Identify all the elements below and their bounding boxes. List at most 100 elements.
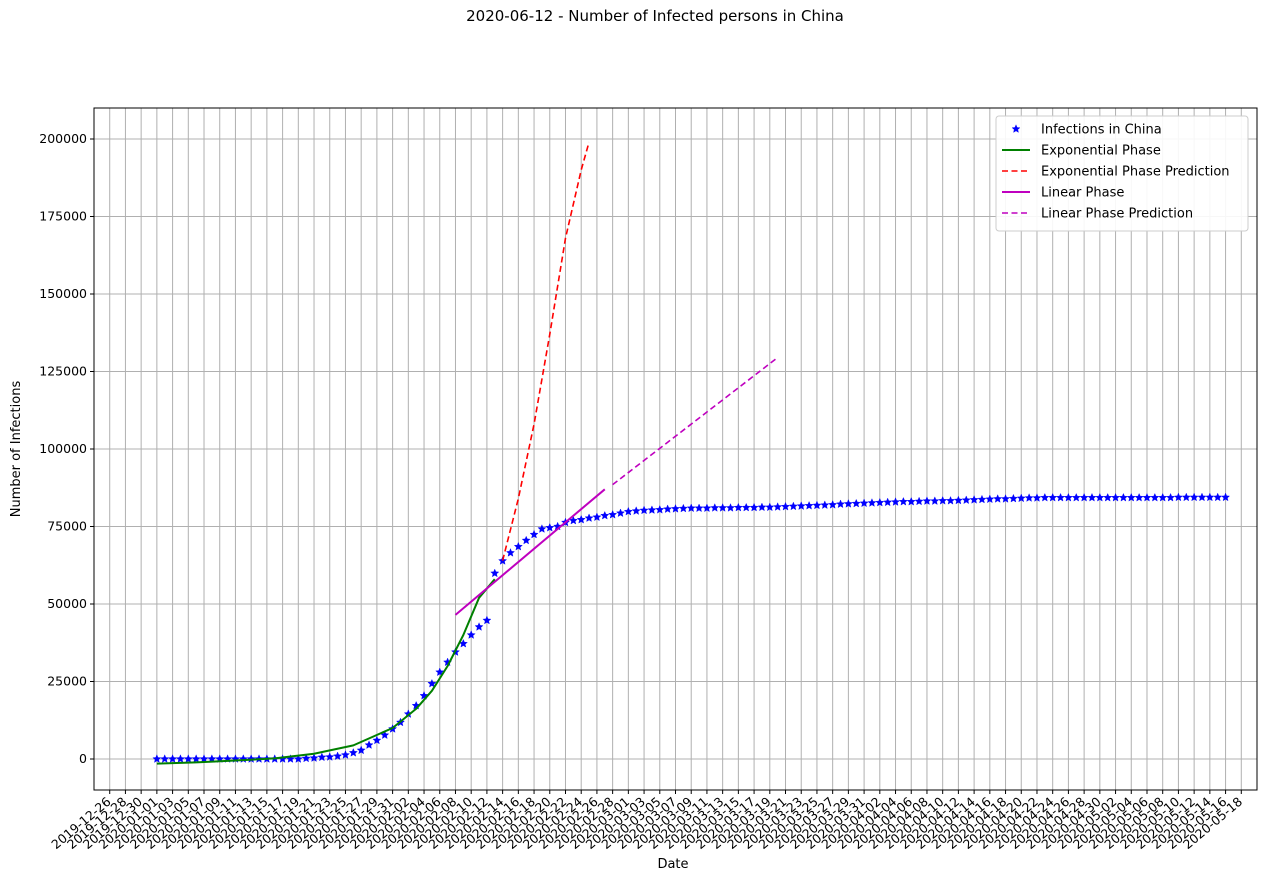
data-point [505,548,515,557]
data-point [1040,492,1050,502]
data-point [1221,492,1231,502]
data-point [160,754,170,763]
x-axis-title: Date [657,857,688,872]
data-point [175,754,185,763]
data-point [741,502,751,512]
data-point [1008,493,1018,503]
data-point [702,503,712,513]
chart-title: 2020-06-12 - Number of Infected persons … [466,7,844,25]
series-line-2 [501,141,590,561]
data-point [1189,492,1199,502]
data-point [1048,492,1058,502]
data-point [466,630,476,639]
data-point [1118,492,1128,502]
legend-label: Linear Phase [1041,186,1124,201]
data-point [938,496,948,505]
data-point [985,494,995,504]
data-point [1087,492,1097,502]
data-point [875,497,885,507]
data-point [1103,492,1113,502]
data-point [773,502,783,511]
data-point [694,503,704,513]
legend-box [995,115,1249,232]
data-point [584,513,594,522]
data-point [1063,492,1073,502]
y-tick-label: 25000 [47,674,87,689]
y-tick-label: 200000 [39,131,87,146]
y-tick-label: 0 [79,751,87,766]
data-point [152,754,162,763]
data-point [1016,493,1026,503]
data-point [545,523,555,532]
data-point [781,501,791,511]
data-point [757,502,767,512]
data-point [301,753,311,763]
data-point [348,748,358,757]
data-point [671,504,680,513]
legend-marker [1011,124,1021,133]
data-point [623,506,633,516]
data-point [576,514,586,524]
data-point [592,512,602,522]
data-point [836,499,846,509]
data-point [930,496,940,505]
data-point [1126,492,1136,502]
data-point [616,508,625,517]
data-point [726,503,735,512]
y-tick-label: 125000 [39,364,87,379]
data-point [883,497,893,507]
data-point [891,497,901,506]
data-point [293,754,303,763]
data-point [1024,493,1034,502]
data-point [851,498,861,508]
legend-label: Linear Phase Prediction [1041,207,1193,222]
y-axis: 0 25000 50000 75000 100000 125000 150000 175000… [39,131,94,766]
data-point [898,496,908,506]
data-point [922,496,932,505]
data-point [828,500,838,509]
plot-frame [93,107,1258,791]
data-point [608,510,618,519]
data-point [1111,492,1121,502]
y-tick-label: 175000 [39,209,87,224]
data-point [490,568,500,578]
data-point [168,754,178,763]
data-point [686,503,696,513]
legend-label: Exponential Phase Prediction [1041,165,1230,180]
data-point [765,502,775,512]
data-point [749,502,759,512]
data-point [647,505,657,514]
data-point [812,500,822,510]
data-point [1079,492,1089,502]
data-point [639,505,649,515]
data-point [655,505,665,514]
data-point [427,678,437,688]
data-point [333,751,343,761]
data-point [867,498,877,507]
data-point [199,754,209,763]
data-point [309,753,319,762]
y-tick-label: 150000 [39,286,87,301]
plot-series [152,141,1231,765]
data-point [1071,492,1081,502]
data-point [1181,492,1191,502]
data-point [1150,492,1160,502]
x-axis: 2019-12-262019-12-282019-12-302020-01-01… [48,790,1245,852]
data-point [946,496,956,505]
data-point [529,529,539,539]
data-point [993,494,1003,503]
data-point [804,501,814,510]
data-point [969,495,979,504]
data-point [1032,493,1042,502]
y-tick-label: 75000 [47,519,87,534]
data-point [1173,492,1183,502]
y-tick-label: 100000 [39,441,87,456]
legend-label: Exponential Phase [1041,144,1161,159]
series-line-1 [156,578,496,765]
data-point [191,754,201,763]
data-point [710,503,720,512]
data-point [521,535,531,545]
data-point [513,541,523,551]
data-point [733,502,743,512]
data-point [1197,492,1207,502]
